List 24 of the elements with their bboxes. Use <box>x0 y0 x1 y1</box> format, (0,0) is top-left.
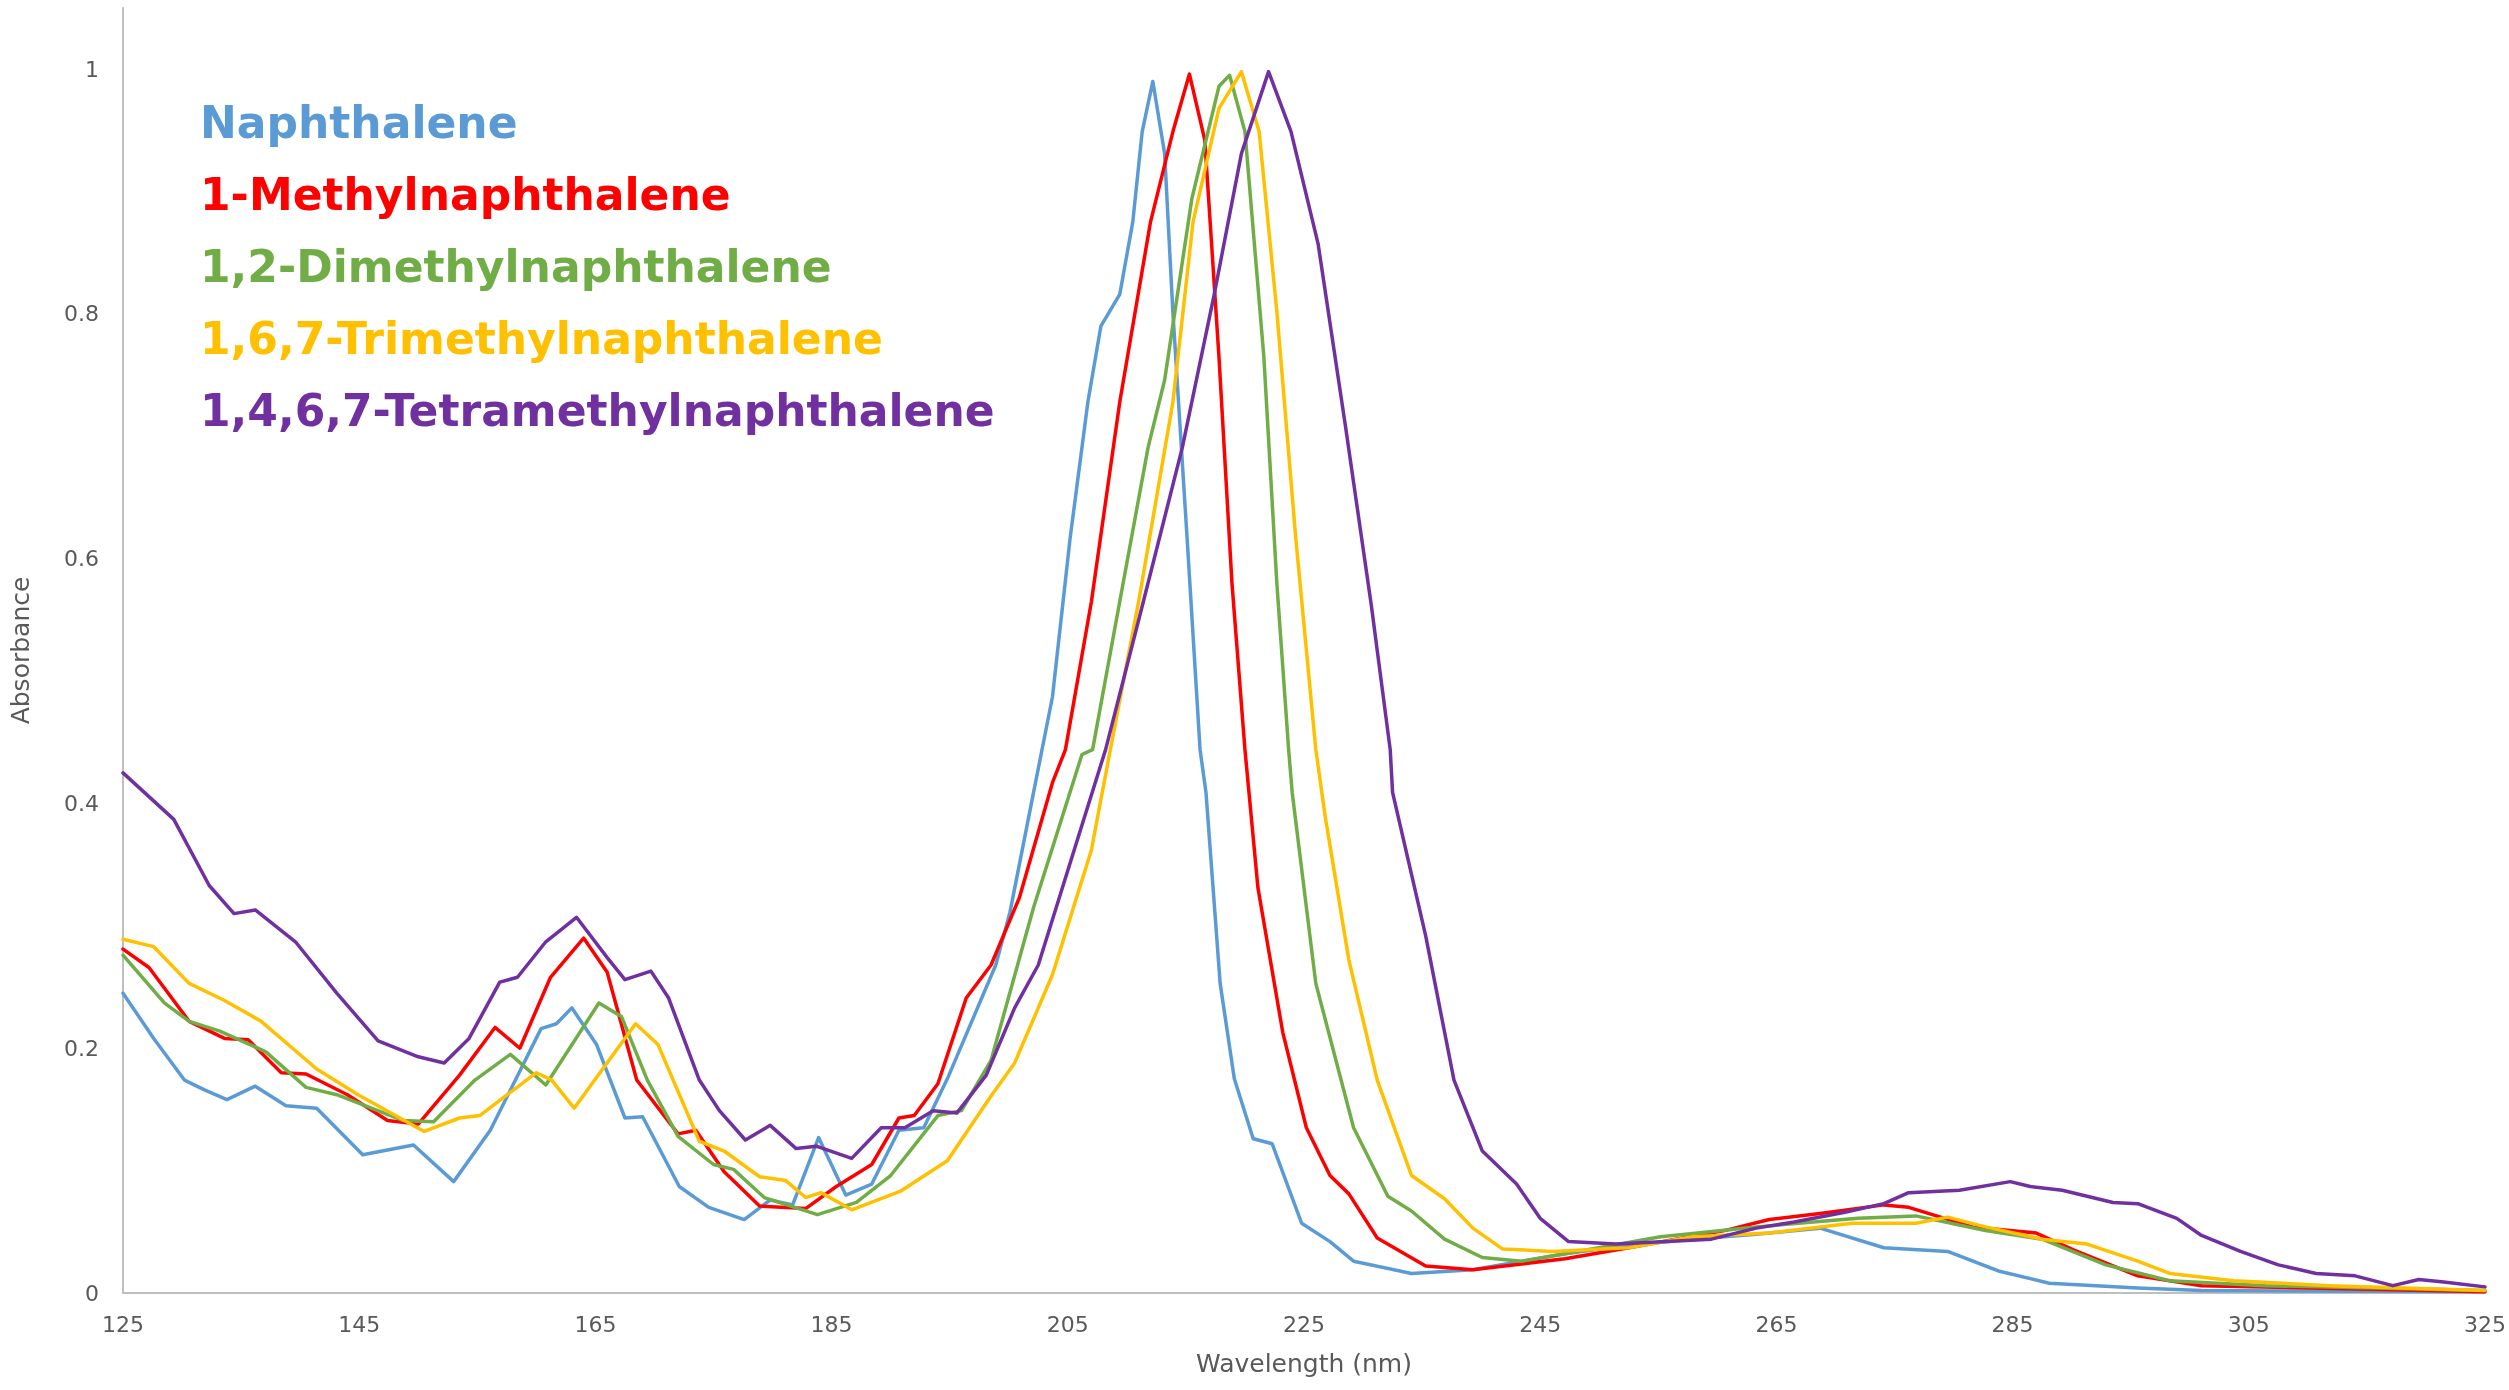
x-tick-label: 285 <box>1991 1311 2034 1337</box>
x-tick-label: 265 <box>1755 1311 1798 1337</box>
x-tick-label: 145 <box>338 1311 381 1337</box>
y-tick-label: 0.2 <box>64 1035 99 1061</box>
y-tick-label: 0 <box>85 1280 99 1306</box>
text: 1,2-Dimethylnaphthalene <box>200 240 832 292</box>
text: Naphthalene <box>200 96 518 148</box>
x-tick-label: 245 <box>1519 1311 1562 1337</box>
y-tick-label: 0.6 <box>64 546 99 572</box>
x-tick-label: 205 <box>1046 1311 1089 1337</box>
x-tick-label: 305 <box>2227 1311 2270 1337</box>
x-tick-label: 165 <box>574 1311 617 1337</box>
y-tick-label: 1 <box>85 56 99 82</box>
text: 1-Methylnaphthalene <box>200 168 731 220</box>
y-tick-label: 0.4 <box>64 790 99 816</box>
text: 1,6,7-Trimethylnaphthalene <box>200 312 883 364</box>
x-tick-label: 185 <box>810 1311 853 1337</box>
y-tick-label: 0.8 <box>64 301 99 327</box>
x-tick-label: 225 <box>1283 1311 1325 1337</box>
y-axis-title: Absorbance <box>6 576 35 725</box>
text: 1,4,6,7-Tetramethylnaphthalene <box>200 384 995 436</box>
x-tick-label: 325 <box>2464 1311 2506 1337</box>
x-tick-label: 125 <box>102 1311 144 1337</box>
x-axis-title: Wavelength (nm) <box>1196 1349 1412 1378</box>
